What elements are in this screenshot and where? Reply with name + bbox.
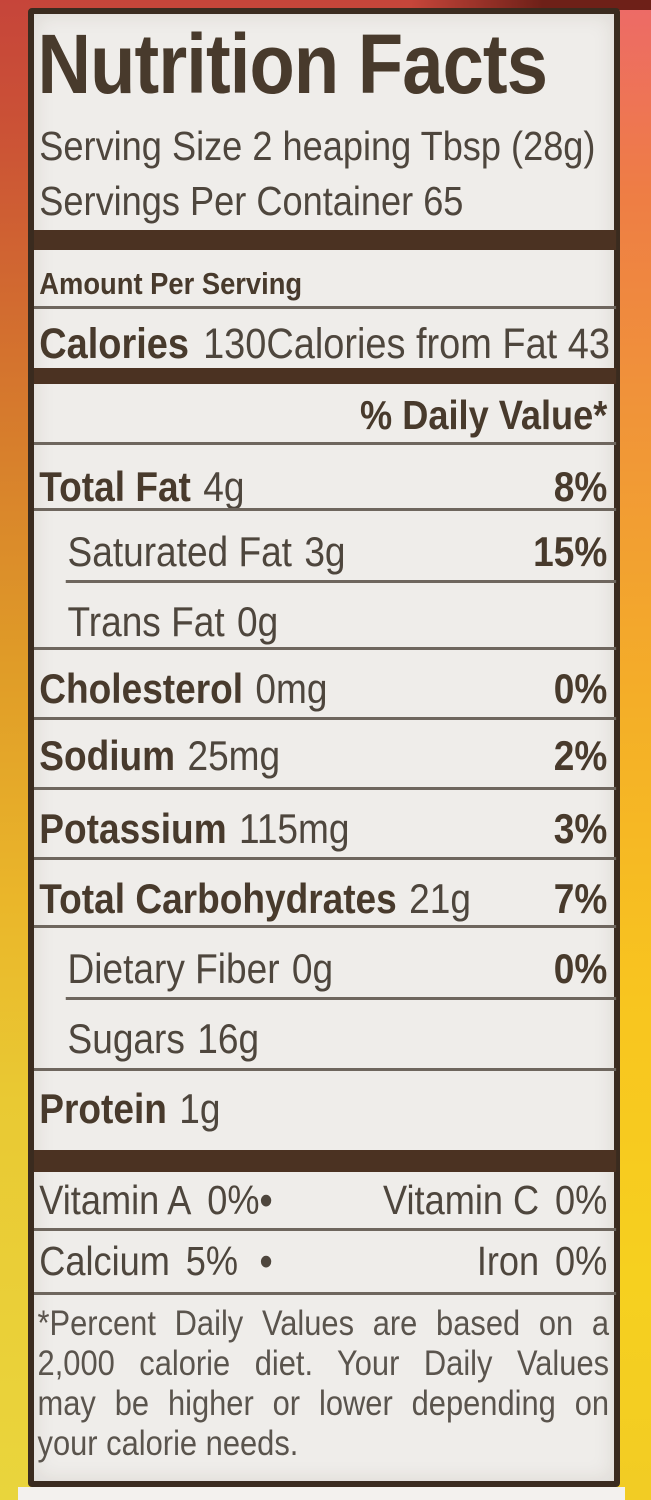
vitamin-name: Vitamin A — [39, 1177, 192, 1223]
daily-value-footnote: *Percent Daily Values are based on a 2,0… — [38, 1304, 610, 1464]
nutrient-amount: 115mg — [238, 805, 350, 852]
divider-thin — [34, 925, 617, 928]
nutrient-row-total-carbohydrates: Total Carbohydrates 21g 7% — [39, 874, 607, 924]
amount-per-serving-heading: Amount Per Serving — [39, 266, 303, 301]
divider-thin — [34, 857, 617, 860]
nutrient-amount: 25mg — [187, 732, 281, 779]
nutrient-amount: 3g — [304, 528, 346, 575]
nutrient-name: Sodium — [39, 732, 176, 779]
divider-thin — [34, 1292, 617, 1295]
divider-thin-indented — [65, 580, 617, 583]
package-top-edge-art — [411, 0, 651, 10]
calories-row: Calories 130 Calories from Fat 43 — [39, 319, 610, 369]
divider-thick — [34, 368, 617, 384]
nutrition-facts-panel: Nutrition Facts Serving Size 2 heaping T… — [28, 8, 620, 1487]
nutrient-row-sugars: Sugars 16g — [68, 1014, 608, 1064]
divider-thin — [34, 442, 617, 445]
nutrient-row-saturated-fat: Saturated Fat 3g 15% — [68, 527, 608, 577]
divider-thin — [34, 717, 617, 720]
nutrient-name: Sugars — [67, 1015, 185, 1062]
nutrient-daily-value: 3% — [553, 805, 608, 852]
nutrient-name: Dietary Fiber — [67, 945, 280, 992]
nutrient-amount: 1g — [179, 1085, 221, 1132]
divider-thin — [34, 1068, 617, 1071]
bullet-separator: • — [259, 1238, 273, 1284]
calories-value: 130 — [203, 320, 267, 368]
package-right-edge-art — [617, 0, 651, 1500]
nutrient-row-protein: Protein 1g — [39, 1084, 607, 1134]
nutrient-daily-value: 0% — [553, 945, 608, 992]
nutrient-name: Potassium — [39, 805, 227, 852]
next-panel-edge — [18, 1487, 625, 1500]
nutrient-amount: 0g — [236, 598, 279, 645]
calories-label: Calories — [39, 320, 189, 368]
footnote-line: *Percent Daily Values are based on a — [37, 1304, 610, 1343]
nutrient-row-sodium: Sodium 25mg 2% — [39, 731, 607, 781]
nutrient-name: Total Fat — [39, 463, 191, 510]
nutrient-daily-value: 2% — [553, 732, 608, 779]
vitamin-name: Vitamin C — [383, 1177, 540, 1223]
divider-thick — [34, 230, 617, 250]
nutrient-amount: 4g — [203, 463, 245, 510]
vitamin-value: 0% — [555, 1177, 608, 1223]
nutrient-name: Trans Fat — [67, 598, 225, 645]
vitamin-row-calcium-iron: Calcium 5% • Iron 0% — [39, 1238, 607, 1285]
footnote-line: may be higher or lower depending on — [37, 1384, 610, 1423]
nutrient-daily-value: 8% — [553, 463, 608, 510]
divider-thin — [34, 508, 617, 511]
nutrient-amount: 0mg — [255, 665, 328, 712]
daily-value-header: % Daily Value* — [360, 392, 608, 438]
nutrient-daily-value: 0% — [553, 665, 608, 712]
divider-thin — [34, 787, 617, 790]
vitamin-value: 0% — [207, 1177, 260, 1223]
vitamin-value: 0% — [555, 1238, 608, 1284]
nutrient-row-cholesterol: Cholesterol 0mg 0% — [39, 664, 607, 714]
footnote-line: your calorie needs. — [37, 1424, 299, 1463]
divider-thin — [34, 1228, 617, 1231]
divider-thin-indented — [65, 997, 617, 1000]
divider-thick — [34, 1150, 617, 1172]
nutrient-daily-value: 7% — [553, 875, 608, 922]
nutrient-row-potassium: Potassium 115mg 3% — [39, 804, 607, 854]
nutrient-amount: 16g — [197, 1015, 260, 1062]
nutrient-name: Total Carbohydrates — [39, 875, 397, 922]
nutrient-row-total-fat: Total Fat 4g 8% — [39, 462, 607, 512]
nutrient-name: Cholesterol — [39, 665, 244, 712]
panel-title: Nutrition Facts — [37, 17, 548, 111]
nutrient-row-trans-fat: Trans Fat 0g — [68, 597, 608, 647]
vitamin-row-a-c: Vitamin A 0% • Vitamin C 0% — [39, 1177, 607, 1224]
divider-thin — [34, 647, 617, 650]
calories-from-fat: Calories from Fat 43 — [266, 320, 610, 368]
vitamin-name: Iron — [476, 1238, 540, 1284]
nutrient-row-dietary-fiber: Dietary Fiber 0g 0% — [68, 944, 608, 994]
vitamin-name: Calcium — [39, 1238, 170, 1284]
divider-thin — [34, 306, 617, 309]
nutrient-name: Protein — [39, 1085, 167, 1132]
nutrient-amount: 0g — [291, 945, 334, 992]
servings-per-container-text: Servings Per Container 65 — [39, 178, 464, 224]
nutrient-amount: 21g — [409, 875, 471, 922]
nutrient-name: Saturated Fat — [67, 528, 292, 575]
bullet-separator: • — [259, 1177, 273, 1223]
nutrient-daily-value: 15% — [533, 528, 608, 575]
serving-size-text: Serving Size 2 heaping Tbsp (28g) — [39, 123, 596, 169]
vitamin-value: 5% — [185, 1238, 239, 1284]
footnote-line: 2,000 calorie diet. Your Daily Values — [37, 1344, 610, 1383]
